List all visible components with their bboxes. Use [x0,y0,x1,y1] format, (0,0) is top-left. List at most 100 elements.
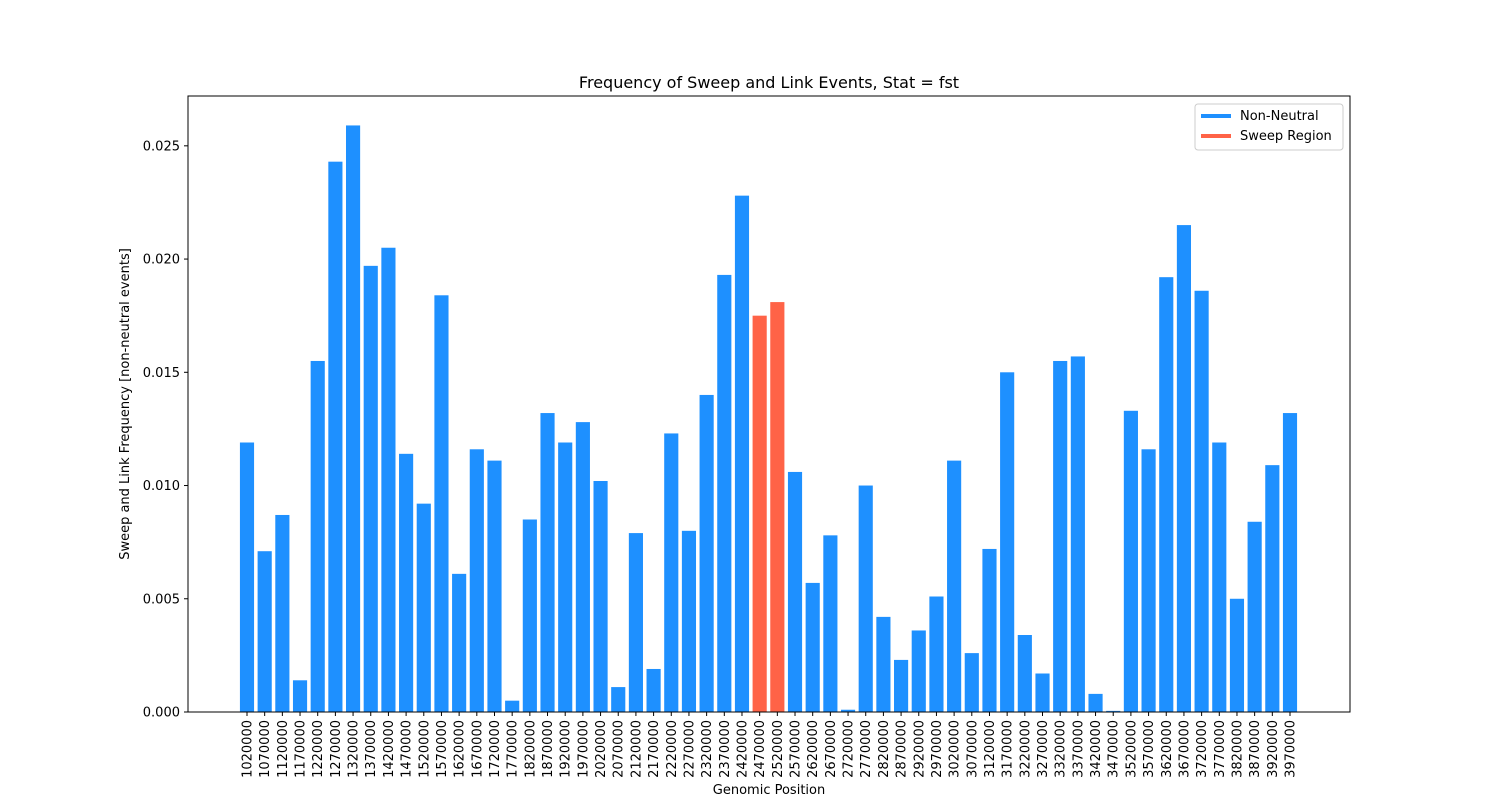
x-tick-label: 3070000 [965,720,980,778]
bar-1520000 [416,503,431,712]
x-tick-label: 3170000 [1001,720,1016,778]
bar-3470000 [1106,710,1121,712]
bar-2370000 [717,274,732,712]
bar-2620000 [805,582,820,712]
bar-1170000 [292,680,308,712]
x-tick-label: 1720000 [488,720,503,778]
bar-3270000 [1035,673,1050,712]
x-tick-label: 1670000 [470,720,485,778]
y-tick-label: 0.000 [143,706,180,721]
bar-1070000 [257,551,272,712]
bar-2320000 [699,394,714,712]
x-tick-label: 2970000 [930,720,945,778]
bar-1670000 [469,449,484,712]
bar-2920000 [911,630,926,712]
x-tick-label: 1320000 [347,720,362,778]
bar-1320000 [345,125,361,713]
x-tick-label: 1870000 [541,720,556,778]
x-tick-label: 1820000 [523,720,538,778]
bar-3970000 [1282,413,1298,712]
bar-3920000 [1265,465,1280,712]
x-tick-label: 1370000 [364,720,379,778]
bar-3170000 [1000,372,1015,712]
bar-2570000 [787,471,803,712]
bar-1420000 [381,247,396,712]
x-tick-label: 1920000 [559,720,574,778]
x-tick-label: 1570000 [435,720,450,778]
x-tick-label: 3470000 [1107,720,1122,778]
bar-1220000 [310,360,325,712]
x-tick-label: 3020000 [948,720,963,778]
y-tick-label: 0.010 [143,479,180,494]
legend-label-non-neutral: Non-Neutral [1240,109,1319,124]
bar-2070000 [611,687,626,712]
x-tick-label: 2820000 [877,720,892,778]
bar-3020000 [947,460,962,712]
legend-label-sweep-region: Sweep Region [1240,129,1332,144]
bar-1820000 [522,519,537,712]
x-tick-label: 2620000 [806,720,821,778]
bar-1370000 [363,265,378,712]
bar-1570000 [434,295,449,712]
bar-2420000 [734,195,750,712]
plot-frame [187,95,1351,713]
x-tick-label: 1970000 [576,720,591,778]
bar-3820000 [1229,598,1245,712]
x-tick-label: 3270000 [1036,720,1051,778]
bar-3420000 [1088,693,1103,712]
bar-1270000 [328,161,343,713]
x-tick-label: 2170000 [647,720,662,778]
x-axis-label: Genomic Position [713,783,825,798]
bar-2270000 [681,530,697,712]
bar-2120000 [628,533,643,712]
x-tick-label: 2470000 [753,720,768,778]
y-tick-label: 0.005 [143,592,180,607]
x-tick-label: 1770000 [506,720,521,778]
y-tick-label: 0.020 [143,253,180,268]
bar-3720000 [1194,290,1209,712]
bar-2020000 [593,481,608,712]
x-tick-label: 1220000 [311,720,326,778]
bar-2970000 [929,596,944,712]
bar-3620000 [1159,277,1174,712]
x-tick-label: 2670000 [824,720,839,778]
x-tick-label: 3520000 [1124,720,1139,778]
x-tick-label: 1270000 [329,720,344,778]
bar-1720000 [487,460,502,712]
x-tick-label: 1420000 [382,720,397,778]
bar-3220000 [1017,635,1032,712]
y-axis-label: Sweep and Link Frequency [non-neutral ev… [118,248,133,560]
legend: Non-Neutral Sweep Region [1194,103,1344,151]
x-tick-label: 2420000 [735,720,750,778]
bar-1870000 [540,413,555,712]
x-tick-label: 2370000 [718,720,733,778]
x-tick-label: 3670000 [1177,720,1192,778]
bar-2720000 [840,709,856,712]
bar-1770000 [505,700,520,712]
bar-3070000 [964,653,979,712]
x-tick-label: 3220000 [1018,720,1033,778]
x-tick-label: 3920000 [1266,720,1281,778]
legend-box [1194,103,1344,151]
x-tick-label: 3720000 [1195,720,1210,778]
bar-2220000 [664,433,679,712]
x-tick-label: 1620000 [453,720,468,778]
bar-3770000 [1212,442,1227,712]
bar-3320000 [1053,360,1068,712]
bar-2170000 [646,668,661,712]
x-tick-label: 2220000 [665,720,680,778]
bar-1920000 [558,442,573,712]
bar-2520000 [770,302,785,712]
y-tick-label: 0.015 [143,366,180,381]
x-tick-label: 2570000 [789,720,804,778]
x-tick-label: 1520000 [417,720,432,778]
x-tick-label: 3820000 [1230,720,1245,778]
x-tick-label: 1470000 [400,720,415,778]
bar-3870000 [1247,521,1262,712]
x-tick-label: 3320000 [1054,720,1069,778]
x-tick-label: 2920000 [912,720,927,778]
y-tick-label: 0.025 [143,139,180,154]
x-tick-label: 2020000 [594,720,609,778]
y-axis: 0.000 0.005 0.010 0.015 0.020 0.025 [143,139,188,721]
